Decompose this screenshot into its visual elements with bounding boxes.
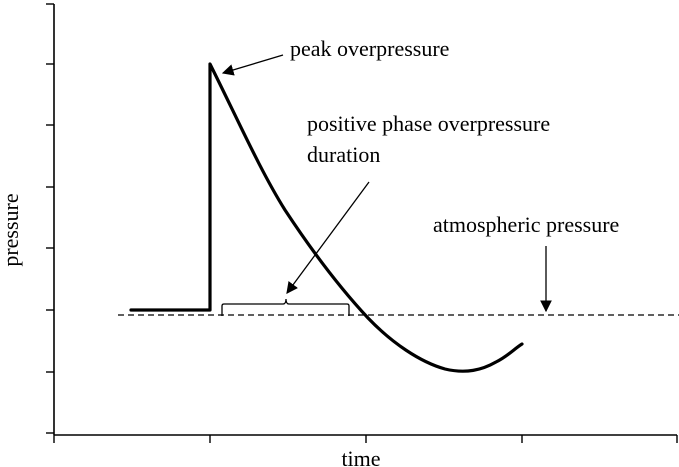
pressure-curve xyxy=(129,62,524,373)
y-axis-ticks xyxy=(46,3,54,434)
duration-arrow xyxy=(286,181,370,294)
duration-label-line1: positive phase overpressure xyxy=(307,111,550,136)
duration-brace xyxy=(221,298,350,316)
peak-overpressure-label: peak overpressure xyxy=(290,36,449,61)
x-axis-label: time xyxy=(341,446,380,467)
y-axis-label: pressure xyxy=(0,193,23,266)
atmospheric-pressure-label: atmospheric pressure xyxy=(433,212,619,237)
x-axis-ticks xyxy=(53,435,678,443)
duration-label-line2: duration xyxy=(307,142,380,167)
peak-arrow xyxy=(221,54,284,76)
